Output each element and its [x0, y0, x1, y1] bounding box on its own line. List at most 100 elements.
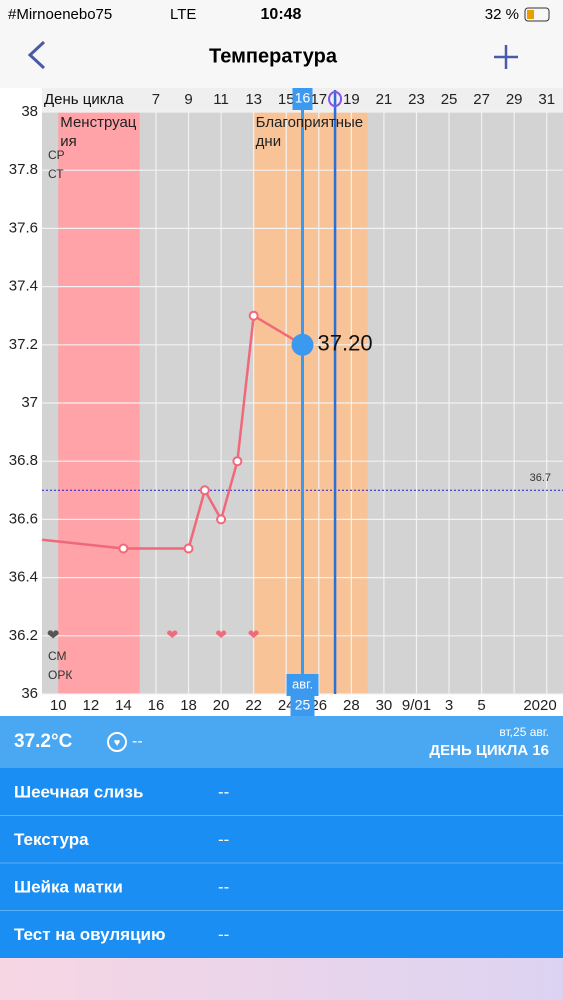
battery-fill	[527, 10, 534, 19]
intercourse-heart: ❤	[166, 627, 178, 643]
date-tick-label: 5	[477, 697, 485, 714]
top-bar	[0, 0, 563, 88]
add-button[interactable]	[494, 45, 518, 69]
x-axis-title: День цикла	[44, 91, 124, 108]
y-tick-label: 36.8	[9, 452, 38, 469]
date-tick-label: 26	[310, 697, 327, 714]
temperature-point	[183, 543, 194, 554]
field-value: --	[218, 925, 229, 944]
intercourse-heart: ❤	[248, 627, 260, 643]
battery-level: 32 %	[485, 6, 519, 23]
temperature-point	[199, 485, 210, 496]
temperature: 37.2°C	[14, 731, 73, 752]
field-value: --	[218, 830, 229, 849]
field-label: Тест на овуляцию	[14, 925, 166, 944]
band-label: Благоприятные дни	[255, 114, 364, 150]
x-tick-label: 13	[245, 91, 262, 108]
y-tick-label: 36	[21, 685, 38, 702]
x-tick-label: 25	[441, 91, 458, 108]
temperature-point	[216, 514, 227, 525]
ovulation-marker	[328, 91, 343, 107]
field-label: Шейка матки	[14, 877, 123, 896]
date-badge	[290, 696, 315, 716]
temperature-point	[232, 456, 243, 467]
field-label: Шеечная слизь	[14, 782, 143, 801]
y-tick-label: 37	[21, 394, 38, 411]
intercourse-heart: ❤	[215, 627, 227, 643]
row-label: СТ	[48, 167, 64, 181]
cycle-day: ДЕНЬ ЦИКЛА 16	[429, 742, 549, 759]
x-tick-label: 27	[473, 91, 490, 108]
back-button[interactable]	[27, 40, 46, 70]
note-icon	[107, 732, 127, 752]
selected-badge	[292, 88, 313, 110]
date-tick-label: 12	[83, 697, 100, 714]
selected-date: вт,25 авг.	[499, 725, 549, 739]
date-tick-label: 18	[180, 697, 197, 714]
selected-month: авг.	[292, 676, 313, 691]
x-tick-label: 17	[310, 91, 327, 108]
carrier: #Mirnoenebo75	[8, 6, 112, 23]
heart-icon: ♥	[114, 737, 121, 749]
date-tick-label: 22	[245, 697, 262, 714]
x-tick-label: 21	[376, 91, 393, 108]
temperature-line	[41, 313, 304, 550]
date-tick-label: 30	[376, 697, 393, 714]
field-value: --	[218, 782, 229, 801]
date-tick-label: 10	[50, 697, 67, 714]
y-tick-label: 36.6	[9, 510, 38, 527]
field-row[interactable]	[0, 910, 563, 959]
selected-date: 25	[295, 697, 311, 713]
row-label: СМ	[48, 649, 67, 663]
date-tick-label: 16	[148, 697, 165, 714]
y-tick-label: 36.4	[9, 569, 38, 586]
x-tick-label: 15	[278, 91, 295, 108]
selected-day: 16	[295, 90, 311, 106]
y-tick-label: 37.4	[9, 278, 38, 295]
selected-value: 37.20	[318, 331, 373, 356]
x-tick-label: 31	[538, 91, 555, 108]
year-label: 2020	[523, 697, 556, 714]
y-tick-label: 37.8	[9, 161, 38, 178]
field-row[interactable]	[0, 863, 563, 911]
date-tick-label: 28	[343, 697, 360, 714]
row-label: ОРК	[48, 668, 72, 682]
year-bg	[510, 696, 563, 716]
x-tick-label: 29	[506, 91, 523, 108]
date-tick-label: 3	[445, 697, 453, 714]
y-tick-label: 38	[21, 103, 38, 120]
date-tick-label: 14	[115, 697, 132, 714]
x-tick-label: 23	[408, 91, 425, 108]
cover-line-label: 36.7	[530, 472, 551, 484]
month-badge	[286, 674, 319, 696]
clock: 10:48	[261, 6, 302, 23]
date-tick-label: 20	[213, 697, 230, 714]
y-tick-label: 37.2	[9, 336, 38, 353]
date-tick-label: 9/01	[402, 697, 431, 714]
network: LTE	[170, 6, 196, 23]
selected-point	[291, 333, 314, 356]
x-tick-label: 9	[184, 91, 192, 108]
x-tick-label: 7	[152, 91, 160, 108]
x-tick-label: 11	[213, 91, 229, 108]
row-label: СР	[48, 148, 65, 162]
field-label: Текстура	[14, 830, 89, 849]
temperature-point	[118, 543, 129, 554]
y-tick-label: 36.2	[9, 627, 38, 644]
date-tick-label: 24	[278, 697, 295, 714]
field-row[interactable]	[0, 815, 563, 864]
band-label: Менструация	[60, 114, 137, 150]
field-row[interactable]	[0, 768, 563, 816]
screen-title: Температура	[209, 45, 338, 67]
bottom-strip	[0, 958, 563, 1000]
summary-bar	[0, 716, 563, 768]
x-tick-label: 19	[343, 91, 360, 108]
y-tick-label: 37.6	[9, 219, 38, 236]
battery-icon	[524, 7, 550, 22]
temperature-point	[248, 310, 259, 321]
intercourse-icon: ❤	[47, 627, 60, 644]
note-value: --	[132, 733, 143, 750]
field-value: --	[218, 877, 229, 896]
